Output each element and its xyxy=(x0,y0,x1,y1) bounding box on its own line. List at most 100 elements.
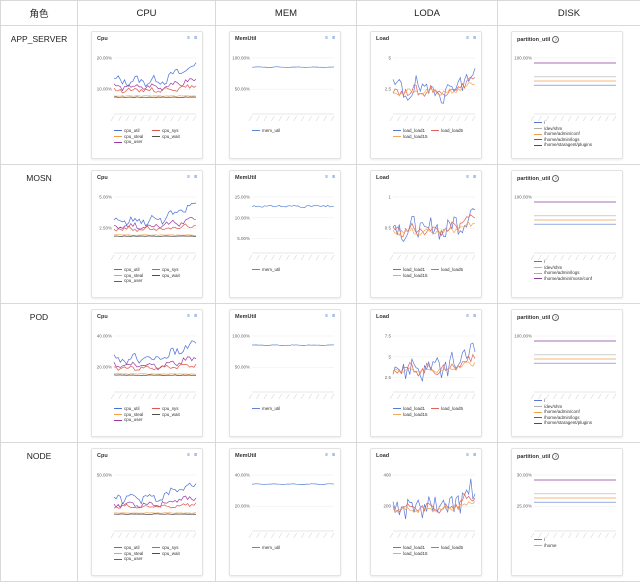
legend-item[interactable]: mem_util xyxy=(252,267,280,273)
legend-item[interactable]: / xyxy=(534,398,592,404)
list-icon[interactable]: ≡ xyxy=(325,35,329,41)
help-circle-icon[interactable]: ? xyxy=(552,453,560,460)
legend-item[interactable]: cpu_steal xyxy=(114,551,152,557)
help-circle-icon[interactable]: ? xyxy=(552,36,560,43)
x-tick-mark xyxy=(449,393,453,400)
list-icon[interactable]: ≡ xyxy=(466,452,470,458)
legend-item[interactable]: cpu_user xyxy=(114,139,152,145)
legend-item[interactable]: /home xyxy=(534,543,557,549)
legend-item[interactable]: /home/admin/conf xyxy=(534,131,592,137)
load-chart-svg: 400 200 xyxy=(383,473,476,539)
chart-toggle-icon[interactable]: ⩬ xyxy=(194,174,197,180)
legend-item[interactable]: /home/admin/mosn/conf xyxy=(534,276,592,282)
x-tick-mark xyxy=(545,115,550,122)
legend-item[interactable]: load_load15 xyxy=(393,412,431,418)
legend-item[interactable]: mem_util xyxy=(252,545,280,551)
legend-item[interactable]: cpu_util xyxy=(114,128,152,134)
x-tick-mark xyxy=(389,254,394,261)
chart-toggle-icon[interactable]: ⩬ xyxy=(332,35,335,41)
legend-item[interactable]: cpu_wait xyxy=(152,273,190,279)
x-tick-mark xyxy=(530,115,535,122)
chart-toggle-icon[interactable]: ⩬ xyxy=(473,452,476,458)
x-tick-mark xyxy=(419,254,423,261)
list-icon[interactable]: ≡ xyxy=(187,452,191,458)
y-tick-label: 7.5 xyxy=(385,334,392,339)
legend-item[interactable]: load_load1 xyxy=(393,267,431,273)
legend-item[interactable]: /home/staragent/plugins xyxy=(534,420,592,426)
legend-item[interactable]: cpu_wait xyxy=(152,412,190,418)
legend-item[interactable]: /dev/shm xyxy=(534,265,592,271)
legend-item[interactable]: cpu_sys xyxy=(152,267,190,273)
legend-item[interactable]: cpu_steal xyxy=(114,412,152,418)
role-row-pod: POD Cpu ≡ ⩬ 40.00% 20.00% cpu_util cpu_syscpu_s… xyxy=(0,303,640,443)
list-icon[interactable]: ≡ xyxy=(325,452,329,458)
list-icon[interactable]: ≡ xyxy=(187,313,191,319)
legend-item[interactable]: /home/admin/conf xyxy=(534,409,592,415)
help-circle-icon[interactable]: ? xyxy=(552,314,560,321)
legend-item[interactable]: cpu_user xyxy=(114,556,152,562)
chart-toggle-icon[interactable]: ⩬ xyxy=(194,35,197,41)
x-tick-mark xyxy=(177,393,182,400)
list-icon[interactable]: ≡ xyxy=(325,313,329,319)
legend-item[interactable]: mem_util xyxy=(252,128,280,134)
list-icon[interactable]: ≡ xyxy=(187,174,191,180)
legend-item[interactable]: / xyxy=(534,259,592,265)
chart-toggle-icon[interactable]: ⩬ xyxy=(473,35,476,41)
x-tick-mark xyxy=(248,115,253,122)
load-cell: Load ≡ ⩬ 5 2.5 load_load1 load_load5load_load1… xyxy=(357,26,497,164)
chart-toggle-icon[interactable]: ⩬ xyxy=(332,313,335,319)
legend-item[interactable]: cpu_wait xyxy=(152,551,190,557)
legend-item[interactable]: /dev/shm xyxy=(534,404,592,410)
series-line-load15 xyxy=(392,500,476,514)
x-tick-mark xyxy=(155,115,159,122)
x-tick-mark xyxy=(597,532,602,539)
legend-item[interactable]: /home/admin/logs xyxy=(534,270,592,276)
legend-item[interactable]: cpu_sys xyxy=(152,406,190,412)
chart-toggle-icon[interactable]: ⩬ xyxy=(332,174,335,180)
chart-toggle-icon[interactable]: ⩬ xyxy=(473,174,476,180)
y-tick-label: 40.00% xyxy=(235,473,250,478)
legend-item[interactable]: load_load1 xyxy=(393,406,431,412)
list-icon[interactable]: ≡ xyxy=(325,174,329,180)
legend-item[interactable]: cpu_steal xyxy=(114,273,152,279)
legend-item[interactable]: cpu_util xyxy=(114,267,152,273)
legend-swatch xyxy=(252,408,260,410)
legend-item[interactable]: load_load5 xyxy=(431,128,469,134)
x-tick-mark xyxy=(583,532,587,539)
legend-item[interactable]: /home/admin/logs xyxy=(534,415,592,421)
legend-label: cpu_steal xyxy=(124,133,144,139)
legend-label: cpu_util xyxy=(124,267,140,272)
legend-item[interactable]: load_load1 xyxy=(393,545,431,551)
legend-item[interactable]: cpu_steal xyxy=(114,134,152,140)
list-icon[interactable]: ≡ xyxy=(466,35,470,41)
chart-toggle-icon[interactable]: ⩬ xyxy=(332,452,335,458)
legend-item[interactable]: load_load15 xyxy=(393,273,431,279)
legend-item[interactable]: cpu_sys xyxy=(152,545,190,551)
list-icon[interactable]: ≡ xyxy=(187,35,191,41)
legend-item[interactable]: cpu_user xyxy=(114,417,152,423)
help-circle-icon[interactable]: ? xyxy=(552,175,560,182)
chart-toggle-icon[interactable]: ⩬ xyxy=(194,313,197,319)
list-icon[interactable]: ≡ xyxy=(466,174,470,180)
legend-item[interactable]: load_load1 xyxy=(393,128,431,134)
legend-item[interactable]: cpu_util xyxy=(114,545,152,551)
legend-item[interactable]: /home/staragent/plugins xyxy=(534,142,592,148)
chart-toggle-icon[interactable]: ⩬ xyxy=(473,313,476,319)
legend-item[interactable]: / xyxy=(534,537,557,543)
legend-item[interactable]: /home/admin/logs xyxy=(534,137,592,143)
disk-header: DISK xyxy=(497,0,640,26)
legend-item[interactable]: load_load15 xyxy=(393,134,431,140)
legend-item[interactable]: cpu_util xyxy=(114,406,152,412)
list-icon[interactable]: ≡ xyxy=(466,313,470,319)
legend-item[interactable]: cpu_wait xyxy=(152,134,190,140)
legend-item[interactable]: load_load5 xyxy=(431,545,469,551)
legend-item[interactable]: cpu_user xyxy=(114,278,152,284)
legend-item[interactable]: load_load15 xyxy=(393,551,431,557)
legend-item[interactable]: / xyxy=(534,120,592,126)
chart-toggle-icon[interactable]: ⩬ xyxy=(194,452,197,458)
legend-item[interactable]: load_load5 xyxy=(431,267,469,273)
legend-item[interactable]: cpu_sys xyxy=(152,128,190,134)
legend-item[interactable]: /dev/shm xyxy=(534,126,592,132)
legend-item[interactable]: mem_util xyxy=(252,406,280,412)
legend-item[interactable]: load_load5 xyxy=(431,406,469,412)
